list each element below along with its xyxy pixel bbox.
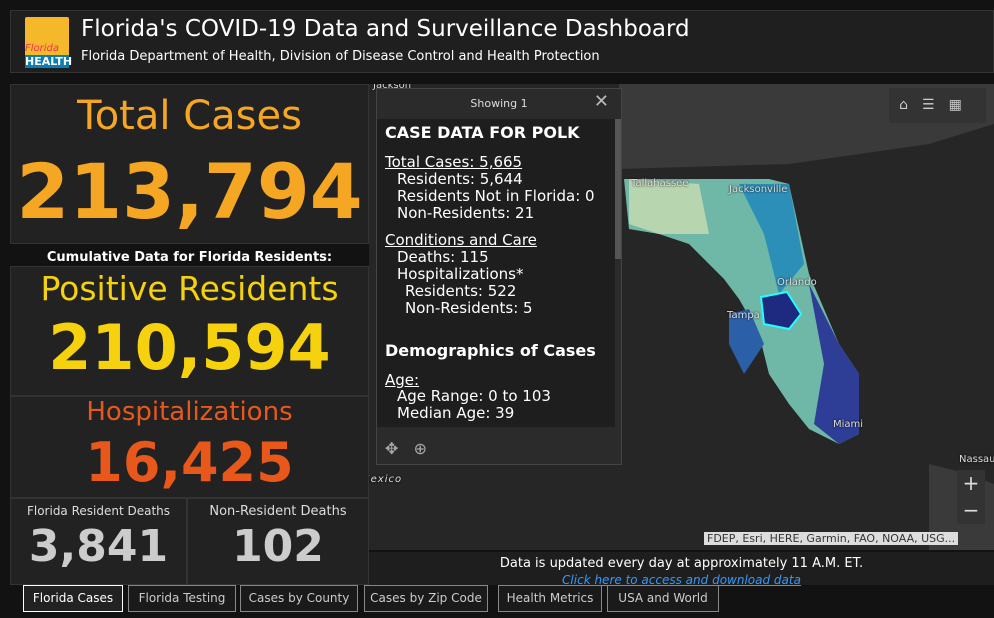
county-region bbox=[629, 179, 709, 234]
download-link[interactable]: Click here to access and download data bbox=[562, 573, 801, 587]
tab[interactable]: Cases by County bbox=[240, 585, 358, 612]
county-region bbox=[729, 309, 764, 374]
label: Total Cases bbox=[77, 93, 302, 139]
value: 102 bbox=[232, 521, 324, 572]
popup-line: Demographics of Cases bbox=[385, 341, 596, 360]
map-label: Jacksonville bbox=[729, 184, 788, 195]
tab[interactable]: Health Metrics bbox=[498, 585, 602, 612]
land bbox=[369, 84, 994, 169]
subtitle: Florida Department of Health, Division o… bbox=[81, 49, 600, 64]
resident-deaths-panel: Florida Resident Deaths 3,841 bbox=[10, 498, 187, 585]
popup-actions[interactable]: ✥ ⊕ bbox=[385, 439, 428, 458]
zoom-controls[interactable]: + − bbox=[957, 470, 985, 524]
label: Positive Residents bbox=[40, 269, 339, 308]
popup-line: Deaths: 115 bbox=[397, 248, 489, 266]
map-label: Tallahassee bbox=[631, 178, 689, 189]
logo-text: HEALTH bbox=[25, 55, 73, 68]
value: 213,794 bbox=[16, 147, 363, 236]
tab[interactable]: USA and World bbox=[607, 585, 719, 612]
label: Non-Resident Deaths bbox=[209, 504, 347, 519]
popup-line: Age Range: 0 to 103 bbox=[397, 387, 551, 405]
popup-line: Total Cases: 5,665 bbox=[385, 153, 523, 171]
value: 3,841 bbox=[28, 521, 169, 572]
tab[interactable]: Cases by Zip Code bbox=[364, 585, 488, 612]
map-label: Jackson bbox=[373, 84, 411, 91]
popup-line: Non-Residents: 21 bbox=[397, 204, 535, 222]
popup-line: Median Age: 39 bbox=[397, 404, 515, 422]
label: Florida Resident Deaths bbox=[26, 504, 171, 518]
value: 16,425 bbox=[85, 431, 294, 494]
county-region bbox=[739, 184, 804, 294]
scrollbar[interactable] bbox=[615, 119, 621, 259]
update-note: Data is updated every day at approximate… bbox=[499, 556, 864, 571]
positive-panel: Positive Residents 210,594 bbox=[10, 266, 369, 396]
attribution: FDEP, Esri, HERE, Garmin, FAO, NOAA, USG… bbox=[704, 532, 959, 545]
label: Hospitalizations bbox=[86, 397, 293, 427]
note: Cumulative Data for Florida Residents: bbox=[46, 250, 333, 265]
close-button[interactable]: ✕ bbox=[593, 91, 609, 112]
hospitalizations-panel: Hospitalizations 16,425 bbox=[10, 396, 369, 498]
map-label: Miami bbox=[833, 419, 864, 430]
polk-county[interactable] bbox=[759, 290, 803, 331]
popup-line: Residents: 5,644 bbox=[397, 170, 523, 188]
popup: Showing 1 ✕ CASE DATA FOR POLK ✥ ⊕ Total… bbox=[376, 88, 622, 465]
map-tools[interactable]: ⌂☰▦ bbox=[889, 88, 986, 123]
popup-title: CASE DATA FOR POLK bbox=[385, 123, 580, 142]
header: Florida HEALTH Florida's COVID-19 Data a… bbox=[10, 10, 994, 73]
map-label: Orlando bbox=[777, 277, 817, 288]
tab[interactable]: Florida Cases bbox=[23, 585, 123, 612]
popup-line: Conditions and Care bbox=[385, 231, 537, 249]
map-label: Mexico bbox=[369, 474, 403, 485]
logo: Florida HEALTH bbox=[25, 17, 73, 68]
logo-text: Florida bbox=[25, 43, 60, 54]
title: Florida's COVID-19 Data and Surveillance… bbox=[81, 16, 690, 42]
nonresident-deaths-panel: Non-Resident Deaths 102 bbox=[187, 498, 369, 585]
map-label: Tampa bbox=[727, 310, 760, 321]
popup-body bbox=[377, 119, 615, 427]
popup-count: Showing 1 bbox=[470, 97, 528, 110]
popup-line: Hospitalizations* bbox=[397, 265, 524, 283]
footer-note: Data is updated every day at approximate… bbox=[369, 552, 994, 587]
popup-line: Residents Not in Florida: 0 bbox=[397, 187, 595, 205]
tab[interactable]: Florida Testing bbox=[128, 585, 236, 612]
popup-line: Non-Residents: 5 bbox=[405, 299, 533, 317]
popup-line: Age: bbox=[385, 371, 420, 389]
map-label: Nassau bbox=[959, 454, 994, 465]
county-region bbox=[809, 284, 859, 444]
total-cases-panel: Total Cases 213,794 bbox=[10, 84, 369, 244]
value: 210,594 bbox=[48, 311, 331, 384]
popup-line: Residents: 522 bbox=[405, 282, 517, 300]
